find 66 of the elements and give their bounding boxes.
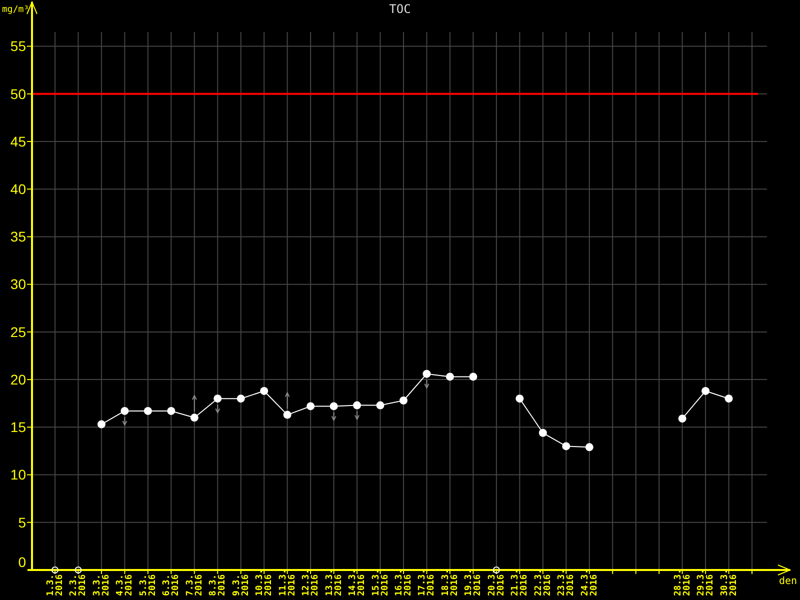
- x-tick-label: 28.3. 2016: [673, 568, 692, 596]
- x-tick-label: 15.3. 2016: [371, 568, 390, 596]
- y-tick-label: 25: [10, 324, 26, 340]
- point: [678, 414, 686, 423]
- x-tick-label: 19.3. 2016: [464, 568, 484, 596]
- point: [190, 414, 198, 422]
- x-tick-label: 11.3. 2016: [278, 568, 298, 596]
- point: [469, 372, 478, 381]
- point: [330, 402, 338, 410]
- x-tick-label: 3.3. 2016: [92, 574, 112, 596]
- x-tick-label: 18.3. 2016: [440, 568, 460, 596]
- point: [144, 406, 152, 415]
- x-axis-title: den: [778, 576, 797, 587]
- point: [516, 394, 524, 403]
- x-tick-label: 5.3. 2016: [138, 574, 158, 596]
- x-tick-label: 16.3. 2016: [394, 568, 414, 596]
- point: [724, 394, 733, 403]
- x-tick-label: 1.3. 2016: [46, 574, 65, 596]
- x-tick-label: 21.3. 2016: [510, 568, 530, 596]
- x-tick-label: 29.3. 2016: [696, 568, 716, 596]
- y-tick-label: 40: [10, 181, 26, 198]
- point: [422, 370, 431, 378]
- point: [446, 372, 454, 381]
- point: [702, 386, 710, 395]
- x-tick-label: 9.3. 2016: [232, 574, 251, 596]
- x-tick-label: 6.3. 2016: [162, 574, 182, 596]
- y-tick-label: 55: [10, 38, 26, 54]
- y-tick-label: 45: [10, 133, 26, 150]
- point: [585, 443, 594, 452]
- x-tick-label: 24.3. 2016: [580, 568, 600, 596]
- point: [214, 394, 222, 403]
- point: [376, 401, 384, 410]
- point: [260, 386, 268, 395]
- y-tick-label: 50: [10, 86, 26, 102]
- point: [353, 401, 362, 410]
- point: [306, 402, 315, 410]
- x-tick-label: 2.3. 2016: [69, 574, 88, 596]
- x-tick-label: 13.3. 2016: [324, 568, 344, 596]
- y-tick-label: 20: [10, 371, 26, 388]
- x-tick-label: 7.3. 2016: [185, 574, 204, 596]
- point: [400, 396, 408, 405]
- y-axis-title: mg/m³: [2, 5, 30, 15]
- chart-title: TOC: [389, 2, 411, 16]
- x-tick-label: 23.3. 2016: [557, 568, 576, 596]
- y-tick-label: 35: [10, 228, 26, 245]
- x-tick-label: 30.3. 2016: [720, 568, 739, 596]
- point: [538, 428, 547, 437]
- x-tick-label: 8.3. 2016: [208, 574, 228, 596]
- x-tick-label: 10.3. 2016: [255, 568, 274, 596]
- x-tick-label: 14.3. 2016: [348, 568, 368, 596]
- x-tick-label: 12.3. 2016: [302, 568, 321, 596]
- y-tick-label: 15: [10, 419, 26, 436]
- y-tick-label: 30: [10, 276, 26, 292]
- point: [236, 394, 245, 403]
- point: [97, 420, 106, 428]
- point: [283, 410, 292, 419]
- point: [120, 406, 129, 415]
- y-tick-label: 5: [18, 514, 26, 530]
- x-tick-label: 22.3. 2016: [534, 568, 553, 596]
- point: [562, 442, 570, 450]
- y-tick-label: 10: [10, 466, 26, 483]
- x-tick-label: 4.3. 2016: [116, 574, 135, 596]
- x-tick-label: 20.3. 2016: [487, 568, 506, 596]
- point: [167, 406, 176, 415]
- x-tick-label: 17.3. 2016: [418, 568, 437, 596]
- y-tick-label: 0: [18, 554, 26, 570]
